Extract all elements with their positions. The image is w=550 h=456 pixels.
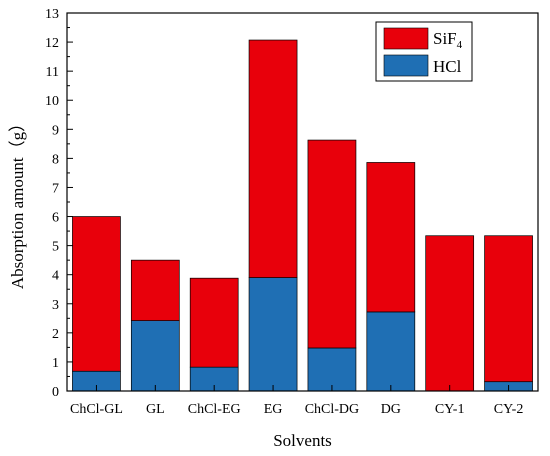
y-tick-label: 11	[46, 65, 59, 80]
x-tick-label: GL	[146, 402, 165, 417]
bar-sif4-dg	[366, 162, 416, 313]
bar-hcl-chcl-dg	[307, 347, 357, 392]
x-tick-label: CY-1	[435, 402, 465, 417]
legend-swatch-sif4	[383, 27, 429, 50]
y-axis-title: Absorption amount（g）	[8, 115, 27, 289]
y-tick-label: 5	[52, 240, 59, 255]
y-tick-label: 13	[45, 7, 59, 22]
bar-sif4-chcl-eg	[189, 277, 239, 368]
bar-sif4-chcl-dg	[307, 139, 357, 349]
x-tick-label: EG	[264, 402, 283, 417]
legend-swatch-hcl	[383, 54, 429, 77]
y-tick-label: 9	[52, 123, 59, 138]
y-tick-label: 4	[52, 269, 59, 284]
legend: SiF4 HCl	[375, 21, 473, 82]
x-axis-title: Solvents	[273, 431, 332, 450]
x-tick-label: CY-2	[494, 402, 524, 417]
y-tick-label: 12	[45, 36, 59, 51]
bar-hcl-gl	[130, 320, 180, 392]
x-axis: ChCl-GL GL ChCl-EG EG ChCl-DG DG CY-1 CY-2	[70, 385, 523, 417]
y-tick-label: 6	[52, 211, 59, 226]
x-tick-label: ChCl-DG	[305, 402, 359, 417]
y-tick-label: 2	[52, 327, 59, 342]
y-tick-label: 0	[52, 385, 59, 400]
y-tick-label: 10	[45, 94, 59, 109]
bar-sif4-cy-1	[425, 235, 475, 392]
bar-hcl-eg	[248, 277, 298, 392]
bar-sif4-cy-2	[484, 235, 533, 383]
y-tick-label: 3	[52, 298, 59, 313]
legend-label-hcl: HCl	[433, 57, 462, 76]
bar-sif4-gl	[130, 259, 180, 321]
bars-layer	[72, 39, 533, 392]
bar-sif4-chcl-gl	[72, 216, 121, 372]
y-tick-label: 1	[52, 356, 59, 371]
legend-label-sif4-main: SiF	[433, 29, 457, 48]
x-tick-label: ChCl-EG	[188, 402, 241, 417]
x-tick-label: ChCl-GL	[70, 402, 123, 417]
legend-label-sif4-sub: 4	[457, 39, 463, 51]
y-tick-label: 7	[52, 181, 59, 196]
legend-label-sif4: SiF4	[433, 29, 463, 51]
x-tick-label: DG	[381, 402, 401, 417]
bar-hcl-dg	[366, 311, 416, 392]
bar-sif4-eg	[248, 39, 298, 278]
y-tick-label: 8	[52, 152, 59, 167]
